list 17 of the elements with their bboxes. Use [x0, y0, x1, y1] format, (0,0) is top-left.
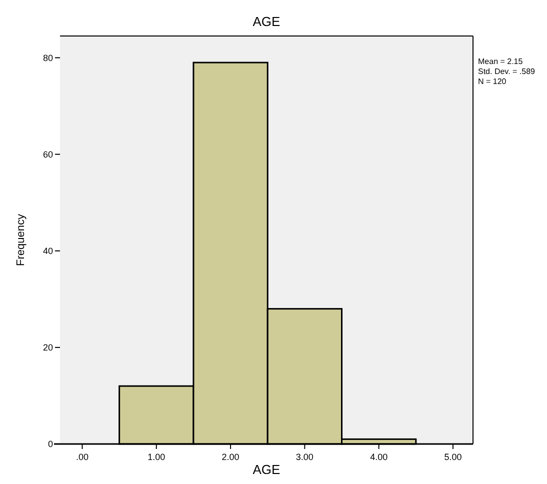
- y-tick-label: 20: [42, 342, 53, 353]
- y-tick-label: 80: [42, 52, 53, 63]
- x-tick-label: 5.00: [444, 452, 462, 462]
- y-tick-label: 40: [42, 246, 53, 256]
- x-tick-label: 4.00: [370, 452, 388, 462]
- text: Std. Dev. = .589: [478, 67, 536, 76]
- y-tick-label: 0: [48, 439, 53, 450]
- text: Mean = 2.15: [478, 57, 524, 66]
- x-tick-label: 2.00: [222, 452, 240, 462]
- x-tick-label: .00: [76, 452, 88, 462]
- x-axis-title: AGE: [252, 462, 281, 477]
- x-tick-label: 1.00: [148, 452, 166, 462]
- y-tick-label: 60: [42, 149, 53, 160]
- y-axis-title: Frequency: [15, 214, 27, 266]
- chart-title: AGE: [252, 14, 281, 29]
- x-tick-label: 3.00: [296, 452, 314, 462]
- text: N = 120: [478, 77, 507, 86]
